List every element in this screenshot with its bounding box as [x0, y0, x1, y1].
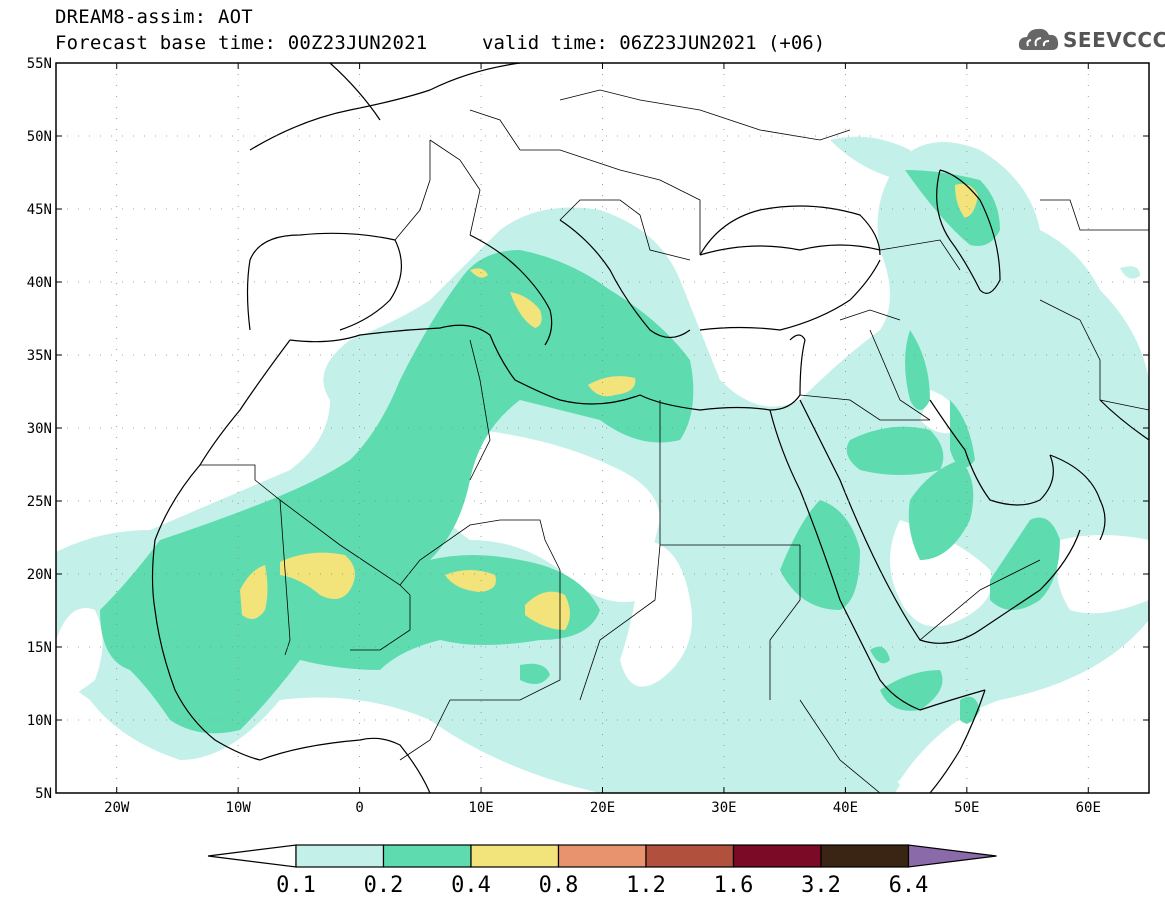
colorbar-labels: 0.1 0.2 0.4 0.8 1.2 1.6 3.2 6.4 [276, 873, 928, 898]
lat-label: 10N [27, 713, 52, 729]
graticule [56, 62, 1149, 794]
colorbar-segment [470, 844, 560, 868]
lon-label: 60E [1076, 800, 1101, 816]
lon-label: 40E [833, 800, 858, 816]
lon-label: 10W [226, 800, 252, 816]
lat-label: 20N [27, 567, 52, 583]
colorbar [207, 844, 997, 868]
cloud-logo-icon [1018, 28, 1059, 50]
colorbar-segment [820, 844, 910, 868]
colorbar-segment [732, 844, 822, 868]
colorbar-label: 1.6 [714, 873, 754, 898]
colorbar-label: 0.2 [364, 873, 404, 898]
lon-label: 20W [104, 800, 130, 816]
colorbar-over-triangle [907, 844, 997, 868]
lat-label: 35N [27, 348, 52, 364]
latitude-labels: 5N 10N 15N 20N 25N 30N 35N 40N 45N 50N 55N [27, 56, 52, 802]
colorbar-label: 3.2 [801, 873, 841, 898]
lat-label: 50N [27, 129, 52, 145]
country-borders [200, 89, 1149, 793]
colorbar-label: 0.8 [539, 873, 579, 898]
longitude-labels: 20W 10W 0 10E 20E 30E 40E 50E 60E [104, 800, 1101, 816]
colorbar-label: 0.4 [451, 873, 491, 898]
forecast-base-time: Forecast base time: 00Z23JUN2021 [55, 32, 428, 54]
colorbar-segment [295, 844, 385, 868]
colorbar-segment [557, 844, 647, 868]
logo-text: SEEVCCC [1063, 28, 1165, 52]
lat-label: 15N [27, 640, 52, 656]
colorbar-label: 0.1 [276, 873, 316, 898]
colorbar-under-triangle [207, 844, 297, 868]
lon-label: 10E [468, 800, 493, 816]
coastlines [151, 63, 1149, 793]
lat-label: 40N [27, 275, 52, 291]
colorbar-label: 1.2 [626, 873, 666, 898]
map-title: DREAM8-assim: AOT [55, 6, 253, 28]
lon-label: 20E [590, 800, 615, 816]
lat-label: 30N [27, 421, 52, 437]
lat-label: 25N [27, 494, 52, 510]
aot-level-0.4 [240, 183, 978, 630]
colorbar-segment [645, 844, 735, 868]
lon-label: 30E [711, 800, 736, 816]
valid-time: valid time: 06Z23JUN2021 (+06) [482, 32, 826, 54]
lon-label: 50E [954, 800, 979, 816]
lon-label: 0 [355, 800, 363, 816]
lat-label: 45N [27, 202, 52, 218]
lat-label: 55N [27, 56, 52, 72]
lat-label: 5N [35, 786, 52, 802]
colorbar-label: 6.4 [889, 873, 929, 898]
colorbar-segment [382, 844, 472, 868]
